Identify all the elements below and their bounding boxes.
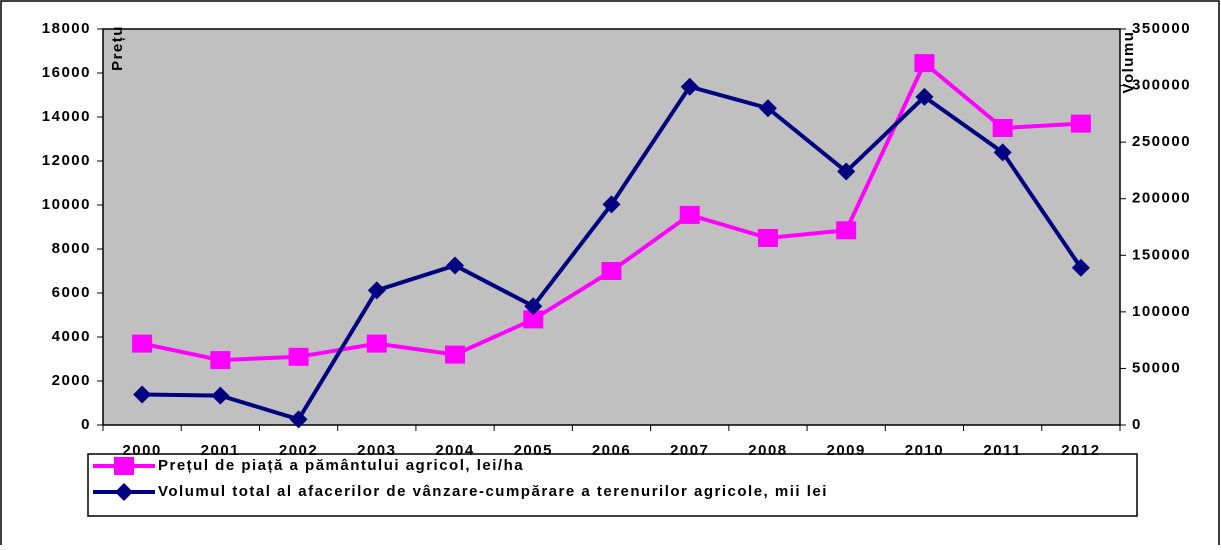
marker bbox=[1070, 114, 1091, 133]
legend-label: Prețul de piață a pământului agricol, le… bbox=[158, 457, 524, 474]
marker bbox=[992, 119, 1013, 137]
x-tick-label: 2008 bbox=[748, 442, 787, 459]
marker bbox=[211, 386, 230, 405]
marker bbox=[915, 87, 934, 106]
marker bbox=[115, 483, 133, 501]
marker bbox=[446, 256, 465, 275]
y-tick-label: 16000 bbox=[42, 64, 91, 81]
y2-tick-label: 300000 bbox=[1132, 77, 1191, 94]
x-tick-label: 2011 bbox=[983, 442, 1022, 459]
marker bbox=[680, 77, 699, 96]
marker bbox=[757, 229, 778, 247]
y2-tick-label: 150000 bbox=[1132, 246, 1191, 263]
y2-tick-label: 50000 bbox=[1132, 359, 1181, 376]
x-tick-label: 2010 bbox=[905, 442, 944, 459]
x-tick-label: 2000 bbox=[122, 442, 161, 459]
y2-tick-label: 350000 bbox=[1132, 20, 1191, 37]
y-tick-label: 0 bbox=[81, 416, 91, 433]
marker bbox=[445, 345, 466, 364]
x-tick-label: 2009 bbox=[827, 442, 866, 459]
marker bbox=[524, 297, 543, 316]
y-tick-label: 10000 bbox=[42, 196, 91, 213]
marker bbox=[289, 410, 308, 429]
y-tick-label: 2000 bbox=[52, 372, 91, 389]
marker bbox=[836, 221, 857, 240]
marker bbox=[288, 347, 309, 366]
y2-axis-label: Volumu bbox=[1120, 31, 1137, 94]
y2-tick-label: 250000 bbox=[1132, 133, 1191, 150]
y-tick-label: 12000 bbox=[42, 152, 91, 169]
x-tick-label: 2006 bbox=[592, 442, 631, 459]
marker bbox=[114, 457, 134, 475]
legend-label: Volumul total al afacerilor de vânzare-c… bbox=[158, 483, 828, 500]
marker bbox=[601, 262, 622, 280]
x-tick-label: 2007 bbox=[670, 442, 709, 459]
y2-tick-label: 200000 bbox=[1132, 190, 1191, 207]
marker bbox=[679, 205, 700, 224]
y2-tick-label: 100000 bbox=[1132, 303, 1191, 320]
x-tick-label: 2012 bbox=[1061, 442, 1100, 459]
y-axis-label: Prețu bbox=[109, 25, 126, 71]
y-tick-label: 8000 bbox=[52, 240, 91, 257]
marker bbox=[993, 143, 1012, 162]
marker bbox=[837, 162, 856, 181]
marker bbox=[523, 310, 544, 329]
y-tick-label: 14000 bbox=[42, 108, 91, 125]
y2-tick-label: 0 bbox=[1132, 416, 1142, 433]
marker bbox=[210, 351, 231, 370]
marker bbox=[367, 281, 386, 300]
y-tick-label: 18000 bbox=[42, 20, 91, 37]
legend-box bbox=[87, 453, 1138, 517]
marker bbox=[914, 54, 935, 73]
plot-area bbox=[102, 28, 1121, 426]
marker bbox=[1071, 258, 1090, 277]
marker bbox=[602, 195, 621, 214]
y-tick-label: 6000 bbox=[52, 284, 91, 301]
marker bbox=[366, 334, 387, 353]
y-tick-label: 4000 bbox=[52, 328, 91, 345]
marker bbox=[758, 99, 777, 118]
marker bbox=[133, 385, 152, 404]
marker bbox=[132, 334, 153, 353]
